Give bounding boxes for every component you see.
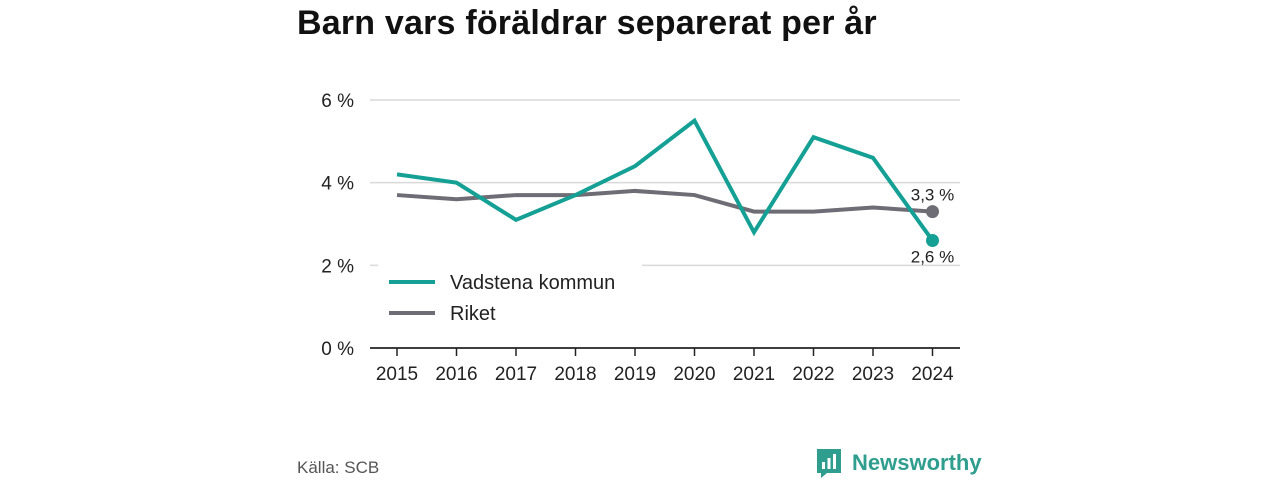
x-tick-label: 2021: [733, 364, 775, 385]
x-tick-label: 2018: [554, 364, 596, 385]
x-tick-label: 2015: [376, 364, 418, 385]
x-tick-label: 2017: [495, 364, 537, 385]
end-labels: 2,6 % 3,3 %: [911, 186, 954, 267]
series-line: [396, 188, 933, 214]
x-tick-label: 2019: [614, 364, 656, 385]
legend-background: [378, 262, 642, 336]
chart-title: Barn vars föräldrar separerat per år: [297, 4, 877, 42]
legend: Vadstena kommun Riket: [378, 262, 642, 336]
end-value-label: 2,6 %: [911, 248, 954, 267]
brand-name: Newsworthy: [852, 450, 982, 475]
y-tick-label: 2 %: [321, 256, 354, 277]
y-tick-label: 6 %: [321, 91, 354, 112]
series-line: [396, 117, 935, 242]
x-tick-label: 2020: [673, 364, 715, 385]
brand-logo: Newsworthy: [815, 447, 982, 479]
end-value-label: 3,3 %: [911, 186, 954, 205]
y-axis-ticks: 0 % 2 % 4 % 6 %: [321, 91, 354, 360]
end-point: [926, 234, 939, 248]
series-lines: [396, 117, 939, 248]
x-tick-label: 2024: [911, 364, 954, 385]
x-tick-label: 2022: [792, 364, 834, 385]
y-tick-label: 0 %: [321, 339, 354, 360]
x-tick-label: 2016: [435, 364, 477, 385]
x-axis: 2015 2016 2017 2018 2019 2020 2021 2022 2023 2024: [370, 347, 960, 385]
legend-label: Vadstena kommun: [450, 272, 615, 294]
y-tick-label: 4 %: [321, 174, 354, 195]
source-note: Källa: SCB: [297, 458, 380, 477]
newsworthy-icon: [817, 449, 841, 478]
legend-label: Riket: [450, 303, 496, 325]
end-point: [926, 205, 939, 219]
x-tick-label: 2023: [852, 364, 894, 385]
